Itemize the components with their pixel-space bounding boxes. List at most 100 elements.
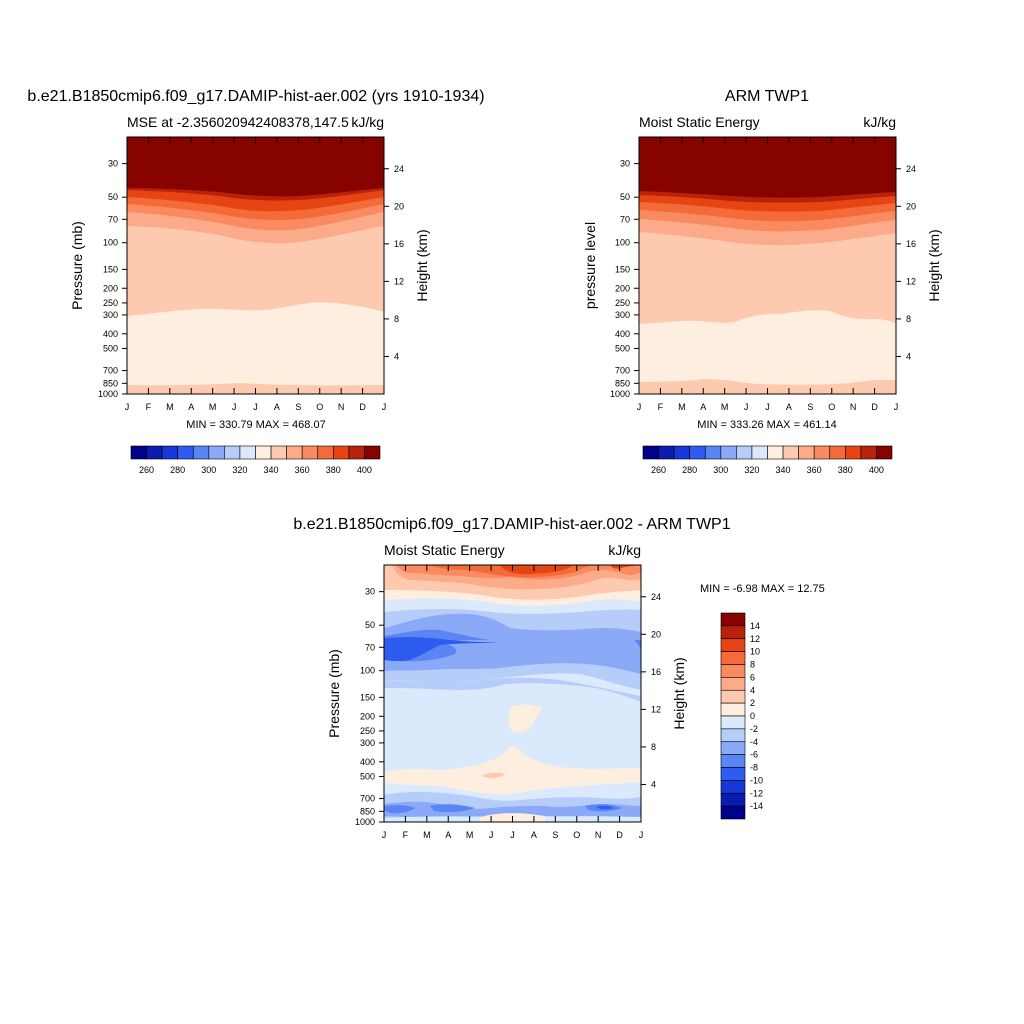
colorbar-box (270, 445, 287, 460)
colorbar-box (720, 664, 746, 678)
y2-tick-label: 4 (394, 351, 399, 361)
colorbar-label: 12 (750, 634, 760, 644)
y-tick-label: 500 (615, 343, 630, 353)
y-tick-label: 50 (108, 192, 118, 202)
colorbar-box (720, 612, 746, 627)
colorbar-box (333, 445, 350, 460)
x-tick-label: N (338, 402, 345, 412)
y-tick-label: 250 (615, 298, 630, 308)
colorbar-box (301, 445, 319, 460)
x-tick-label: A (188, 402, 194, 412)
y-tick-label: 200 (360, 711, 375, 721)
colorbar-box (720, 445, 737, 460)
colorbar-box (720, 728, 746, 743)
panel-diff-stats: MIN = -6.98 MAX = 12.75 (700, 583, 825, 595)
panel-obs-right-string: kJ/kg (863, 114, 896, 130)
panel-diff-y2label: Height (km) (671, 657, 687, 729)
y-tick-label: 250 (103, 298, 118, 308)
contour-band (482, 772, 505, 779)
colorbar-box (720, 780, 746, 794)
y-tick-label: 300 (103, 310, 118, 320)
colorbar-box (720, 805, 746, 820)
y-tick-label: 850 (360, 806, 375, 816)
x-tick-label: J (639, 830, 644, 840)
colorbar-box (161, 445, 178, 460)
x-tick-label: S (552, 830, 558, 840)
panel-obs-left-string: Moist Static Energy (639, 114, 760, 130)
x-tick-label: A (445, 830, 451, 840)
colorbar-box (720, 625, 746, 640)
x-tick-label: A (531, 830, 537, 840)
colorbar-box (767, 445, 784, 460)
y2-tick-label: 20 (651, 629, 661, 639)
panel-diff-contours (384, 565, 641, 822)
colorbar-box (177, 445, 194, 460)
y-tick-label: 300 (360, 738, 375, 748)
panel-diff-title: b.e21.B1850cmip6.f09_g17.DAMIP-hist-aer.… (293, 516, 730, 533)
panel-obs-y2label: Height (km) (926, 229, 942, 301)
colorbar-label: 360 (295, 465, 310, 475)
x-tick-label: J (382, 402, 387, 412)
y-tick-label: 200 (615, 283, 630, 293)
colorbar-box (192, 445, 210, 460)
x-tick-label: M (423, 830, 431, 840)
x-tick-label: A (700, 402, 706, 412)
contour-band (610, 565, 638, 569)
panel-model-contours (127, 137, 384, 394)
contour-band (384, 637, 500, 662)
colorbar-label: 320 (232, 465, 247, 475)
panel-model-title: b.e21.B1850cmip6.f09_g17.DAMIP-hist-aer.… (27, 88, 484, 105)
y-tick-label: 500 (360, 771, 375, 781)
colorbar-box (720, 792, 746, 807)
panel-model-colorbar: 260 280 300 320 340 360 380 400 (130, 445, 381, 475)
contour-band (384, 805, 415, 814)
x-tick-label: S (807, 402, 813, 412)
y2-tick-label: 4 (651, 779, 656, 789)
x-tick-label: J (382, 830, 387, 840)
colorbar-box (673, 445, 690, 460)
colorbar-box (286, 445, 303, 460)
y-tick-label: 50 (365, 620, 375, 630)
y2-tick-label: 24 (906, 164, 916, 174)
colorbar-label: 0 (750, 711, 755, 721)
panel-model: b.e21.B1850cmip6.f09_g17.DAMIP-hist-aer.… (27, 88, 484, 475)
y2-tick-label: 16 (906, 239, 916, 249)
colorbar-box (720, 715, 746, 730)
colorbar-label: 280 (170, 465, 185, 475)
colorbar-label: 340 (264, 465, 279, 475)
colorbar-box (720, 741, 746, 755)
y-tick-label: 200 (103, 283, 118, 293)
panel-diff-colorbar: 14 12 10 8 6 4 2 0 -2 -4 -6 -8 -10 -12 -14 (720, 612, 763, 820)
colorbar-label: 6 (750, 672, 755, 682)
colorbar-label: 340 (776, 465, 791, 475)
colorbar-label: 300 (713, 465, 728, 475)
x-tick-label: O (828, 402, 835, 412)
colorbar-box (239, 445, 256, 460)
colorbar-box (348, 445, 365, 460)
colorbar-box (720, 754, 746, 768)
y-tick-label: 30 (108, 159, 118, 169)
panel-obs-title: ARM TWP1 (725, 88, 809, 105)
colorbar-label: 320 (744, 465, 759, 475)
y2-tick-label: 16 (651, 667, 661, 677)
colorbar-box (642, 445, 659, 460)
colorbar-label: 260 (139, 465, 154, 475)
y-tick-label: 70 (365, 642, 375, 652)
y2-tick-label: 24 (394, 164, 404, 174)
colorbar-label: 400 (357, 465, 372, 475)
x-tick-label: J (253, 402, 258, 412)
panel-model-ylabel: Pressure (mb) (69, 221, 85, 310)
colorbar-box (130, 445, 147, 460)
x-tick-label: D (359, 402, 366, 412)
contour-band (384, 613, 641, 674)
colorbar-box (860, 445, 877, 460)
colorbar-box (704, 445, 722, 460)
x-tick-label: S (295, 402, 301, 412)
y2-tick-label: 20 (394, 201, 404, 211)
y2-tick-label: 8 (394, 314, 399, 324)
x-tick-label: D (871, 402, 878, 412)
x-tick-label: J (510, 830, 515, 840)
colorbar-box (798, 445, 815, 460)
contour-band (430, 804, 475, 812)
